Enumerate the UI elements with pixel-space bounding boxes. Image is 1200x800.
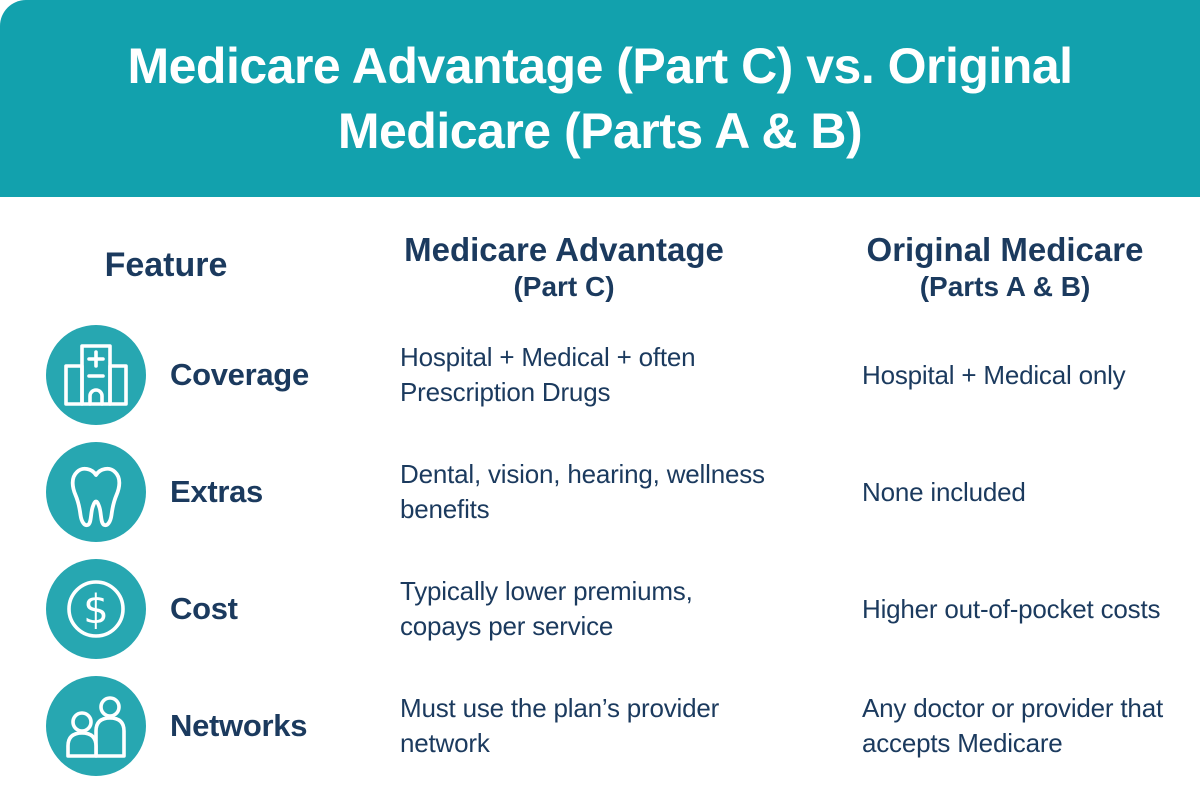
table-row-cost: $ Cost Typically lower premiums, copays … (46, 551, 1170, 668)
original-medicare-value: Higher out-of-pocket costs (862, 593, 1161, 624)
title-banner: Medicare Advantage (Part C) vs. Original… (0, 0, 1200, 197)
original-medicare-value: Any doctor or provider that accepts Medi… (862, 693, 1163, 759)
medicare-advantage-value: Typically lower premiums, copays per ser… (400, 576, 693, 642)
medicare-advantage-value: Dental, vision, hearing, wellness benefi… (400, 459, 765, 525)
column-header-medicare-advantage: Medicare Advantage (Part C) (334, 231, 794, 303)
hospital-icon (46, 325, 146, 426)
original-medicare-value: None included (862, 476, 1026, 507)
feature-label: Coverage (170, 357, 309, 393)
column-header-original-medicare-title: Original Medicare (866, 231, 1144, 268)
table-row-coverage: Coverage Hospital + Medical + often Pres… (46, 317, 1170, 434)
feature-label: Cost (170, 591, 238, 627)
feature-label: Extras (170, 474, 263, 510)
column-header-original-medicare-subtitle: (Parts A & B) (919, 270, 1091, 302)
page-title-line-1: Medicare Advantage (Part C) vs. Original (127, 37, 1073, 94)
feature-label: Networks (170, 708, 308, 744)
feature-cell-extras: Extras (46, 442, 380, 543)
medicare-advantage-value: Must use the plan’s provider network (400, 693, 720, 759)
table-header-row: Feature Medicare Advantage (Part C) Orig… (46, 231, 1170, 303)
feature-cell-networks: Networks (46, 676, 380, 777)
page-title: Medicare Advantage (Part C) vs. Original… (127, 34, 1073, 164)
column-header-feature: Feature (104, 246, 228, 284)
feature-cell-coverage: Coverage (46, 325, 380, 426)
table-row-networks: Networks Must use the plan’s provider ne… (46, 668, 1170, 785)
people-icon (46, 676, 146, 777)
tooth-icon (46, 442, 146, 543)
column-header-medicare-advantage-subtitle: (Part C) (513, 270, 615, 302)
comparison-table: Feature Medicare Advantage (Part C) Orig… (0, 231, 1200, 785)
table-body: Coverage Hospital + Medical + often Pres… (46, 317, 1170, 785)
svg-text:$: $ (83, 587, 108, 633)
feature-cell-cost: $ Cost (46, 559, 380, 660)
page-title-line-2: Medicare (Parts A & B) (337, 102, 863, 159)
column-header-medicare-advantage-title: Medicare Advantage (404, 231, 724, 268)
table-row-extras: Extras Dental, vision, hearing, wellness… (46, 434, 1170, 551)
dollar-icon: $ (46, 559, 146, 660)
original-medicare-value: Hospital + Medical only (862, 359, 1126, 390)
medicare-advantage-value: Hospital + Medical + often Prescription … (400, 342, 696, 408)
column-header-original-medicare: Original Medicare (Parts A & B) (840, 231, 1170, 303)
